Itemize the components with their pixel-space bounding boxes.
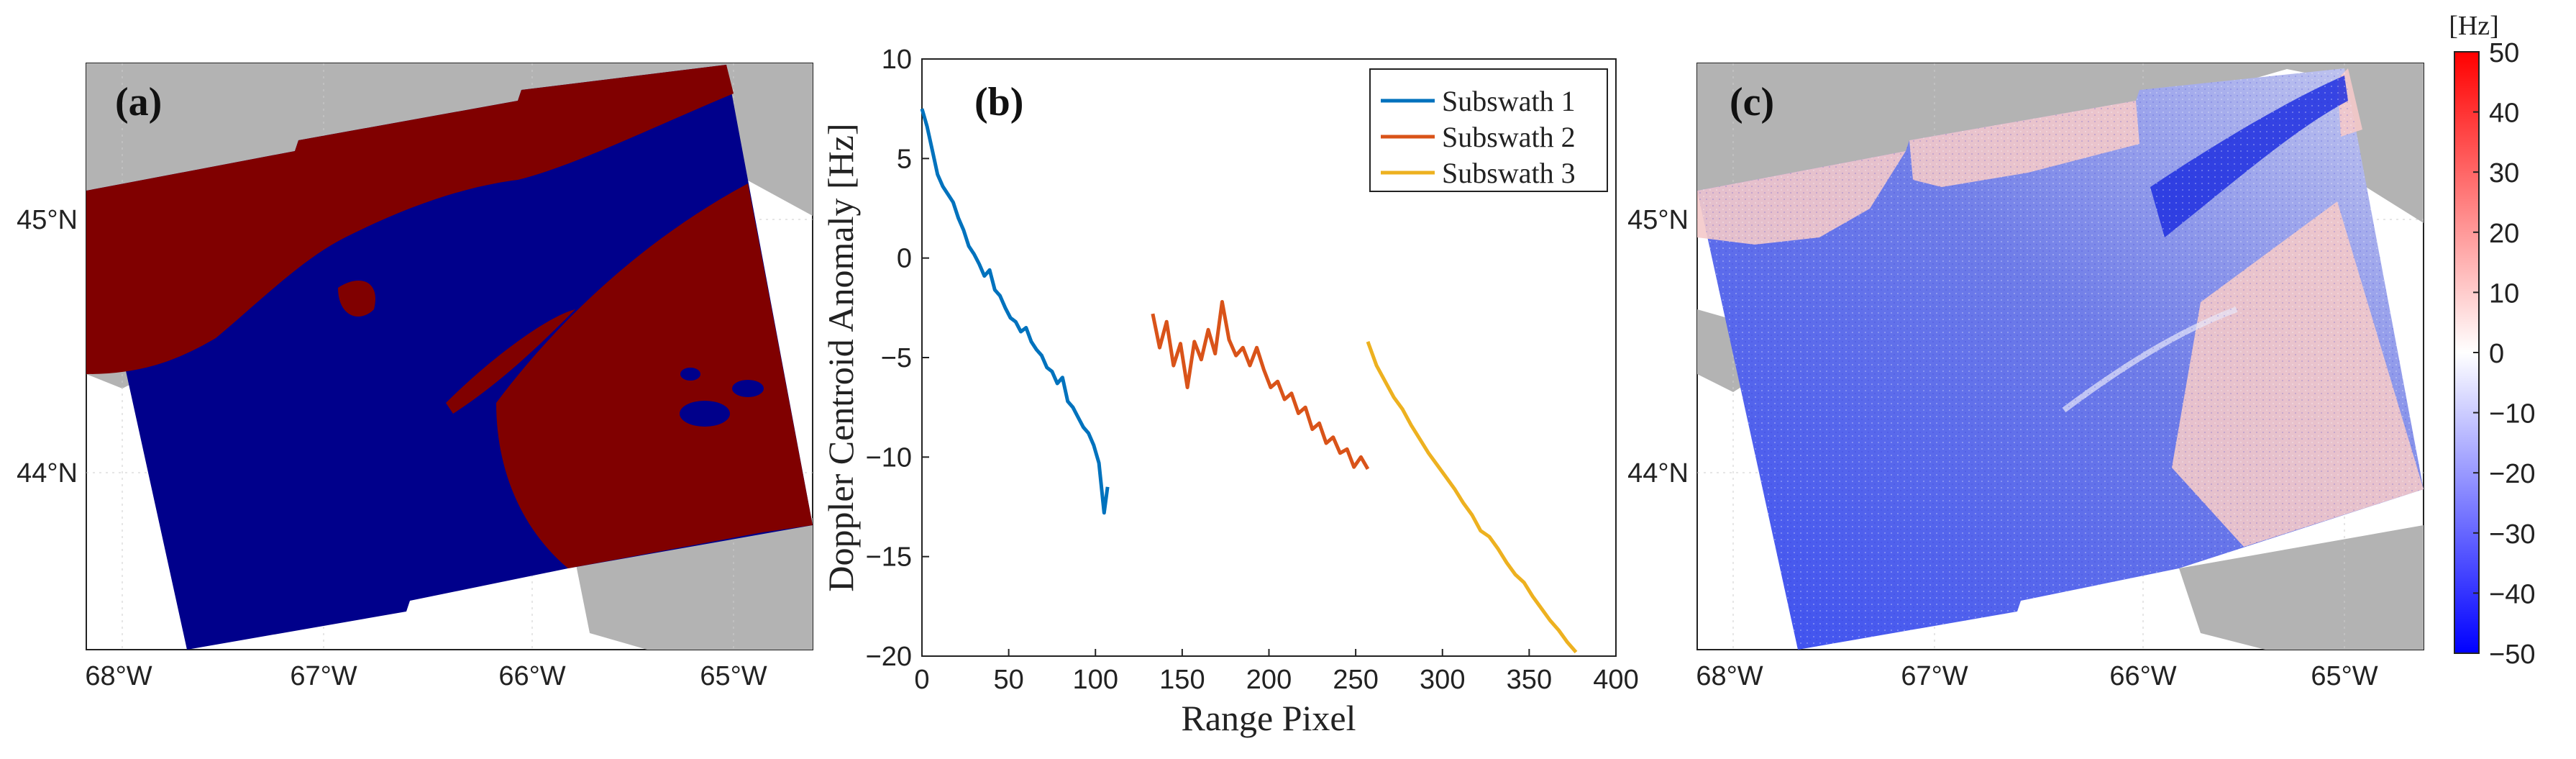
colorbar-tick-label: −30 [2489, 519, 2535, 550]
legend-label-subswath-1: Subswath 1 [1442, 85, 1576, 117]
panel-b-legend: Subswath 1 Subswath 2 Subswath 3 [1369, 68, 1608, 192]
y-tick-label: −20 [866, 642, 912, 672]
y-tick-label: 0 [897, 244, 912, 274]
panel-c-xtick: 67°W [1901, 661, 1968, 691]
colorbar-tick-label: −10 [2489, 399, 2535, 430]
panel-a-ytick: 45°N [17, 205, 78, 235]
panel-a-xtick: 67°W [290, 661, 357, 691]
panel-a-blue-lakes [680, 368, 764, 427]
colorbar-tick-label: 30 [2489, 158, 2519, 188]
panel-b-label: (b) [974, 80, 1023, 124]
panel-c-map: (c) 68°W 67°W 66°W 65°W 45°N 44°N [1627, 63, 2424, 691]
panel-a-ytick: 44°N [17, 458, 78, 488]
panel-a-label: (a) [115, 80, 162, 124]
panel-c-xtick: 66°W [2109, 661, 2176, 691]
panel-a-xtick: 68°W [85, 661, 152, 691]
legend-label-subswath-3: Subswath 3 [1442, 157, 1576, 189]
y-tick-label: 10 [882, 45, 912, 75]
panel-c-xtick: 68°W [1696, 661, 1763, 691]
panel-b-x-ticks: 0 50 100 150 200 250 300 350 400 [914, 649, 1639, 695]
colorbar-tick-label: 20 [2489, 219, 2519, 249]
panel-b-ylabel: Doppler Centroid Anomaly [Hz] [821, 123, 861, 591]
colorbar-tick-label: 50 [2489, 38, 2519, 68]
x-tick-label: 200 [1246, 665, 1292, 695]
colorbar-tick-label: 0 [2489, 339, 2504, 369]
panel-a-xtick: 66°W [498, 661, 565, 691]
y-tick-label: −5 [881, 343, 912, 373]
panel-c-label: (c) [1730, 80, 1774, 124]
colorbar-tick-label: −50 [2489, 640, 2535, 670]
x-tick-label: 150 [1159, 665, 1205, 695]
panel-a-swath-red [86, 65, 813, 568]
panel-b-chart: 0 50 100 150 200 250 300 350 400 1050−5−10−15−20… [821, 45, 1639, 738]
panel-a-xtick: 65°W [700, 661, 767, 691]
panel-c-xtick: 65°W [2311, 661, 2378, 691]
colorbar-tick-label: 10 [2489, 278, 2519, 309]
legend-label-subswath-2: Subswath 2 [1442, 121, 1576, 153]
panel-c-ytick: 45°N [1627, 205, 1689, 235]
colorbar-unit: [Hz] [2449, 11, 2499, 41]
panel-b-xlabel: Range Pixel [1181, 698, 1356, 738]
series-line-subswath-1 [920, 108, 1110, 515]
panel-c-ytick: 44°N [1627, 458, 1689, 488]
y-tick-label: −15 [866, 542, 912, 573]
colorbar-tick-label: −40 [2489, 579, 2535, 609]
x-tick-label: 50 [993, 665, 1023, 695]
panel-c-speckle-texture [1697, 68, 2424, 650]
panel-a-map: (a) 68°W 67°W 66°W 65°W 45°N 44°N [17, 63, 813, 691]
colorbar: [Hz] 50 40 30 20 10 0 −10 −20 −30 −40 −50 [2449, 11, 2535, 670]
panel-b-series [920, 108, 1578, 654]
x-tick-label: 400 [1593, 665, 1638, 695]
x-tick-label: 100 [1073, 665, 1118, 695]
x-tick-label: 0 [914, 665, 929, 695]
x-tick-label: 250 [1333, 665, 1378, 695]
colorbar-tick-label: 40 [2489, 99, 2519, 129]
panel-b-y-ticks: 10 5 0 −5 −10 −15 −20 [866, 45, 929, 672]
y-tick-label: −10 [866, 442, 912, 473]
x-tick-label: 350 [1507, 665, 1552, 695]
colorbar-ticks: 50 40 30 20 10 0 −10 −20 −30 −40 −50 [2473, 38, 2535, 670]
series-line-subswath-2 [1151, 300, 1370, 471]
series-line-subswath-3 [1366, 341, 1578, 654]
y-tick-label: 5 [897, 144, 912, 174]
colorbar-tick-label: −20 [2489, 459, 2535, 489]
x-tick-label: 300 [1420, 665, 1465, 695]
